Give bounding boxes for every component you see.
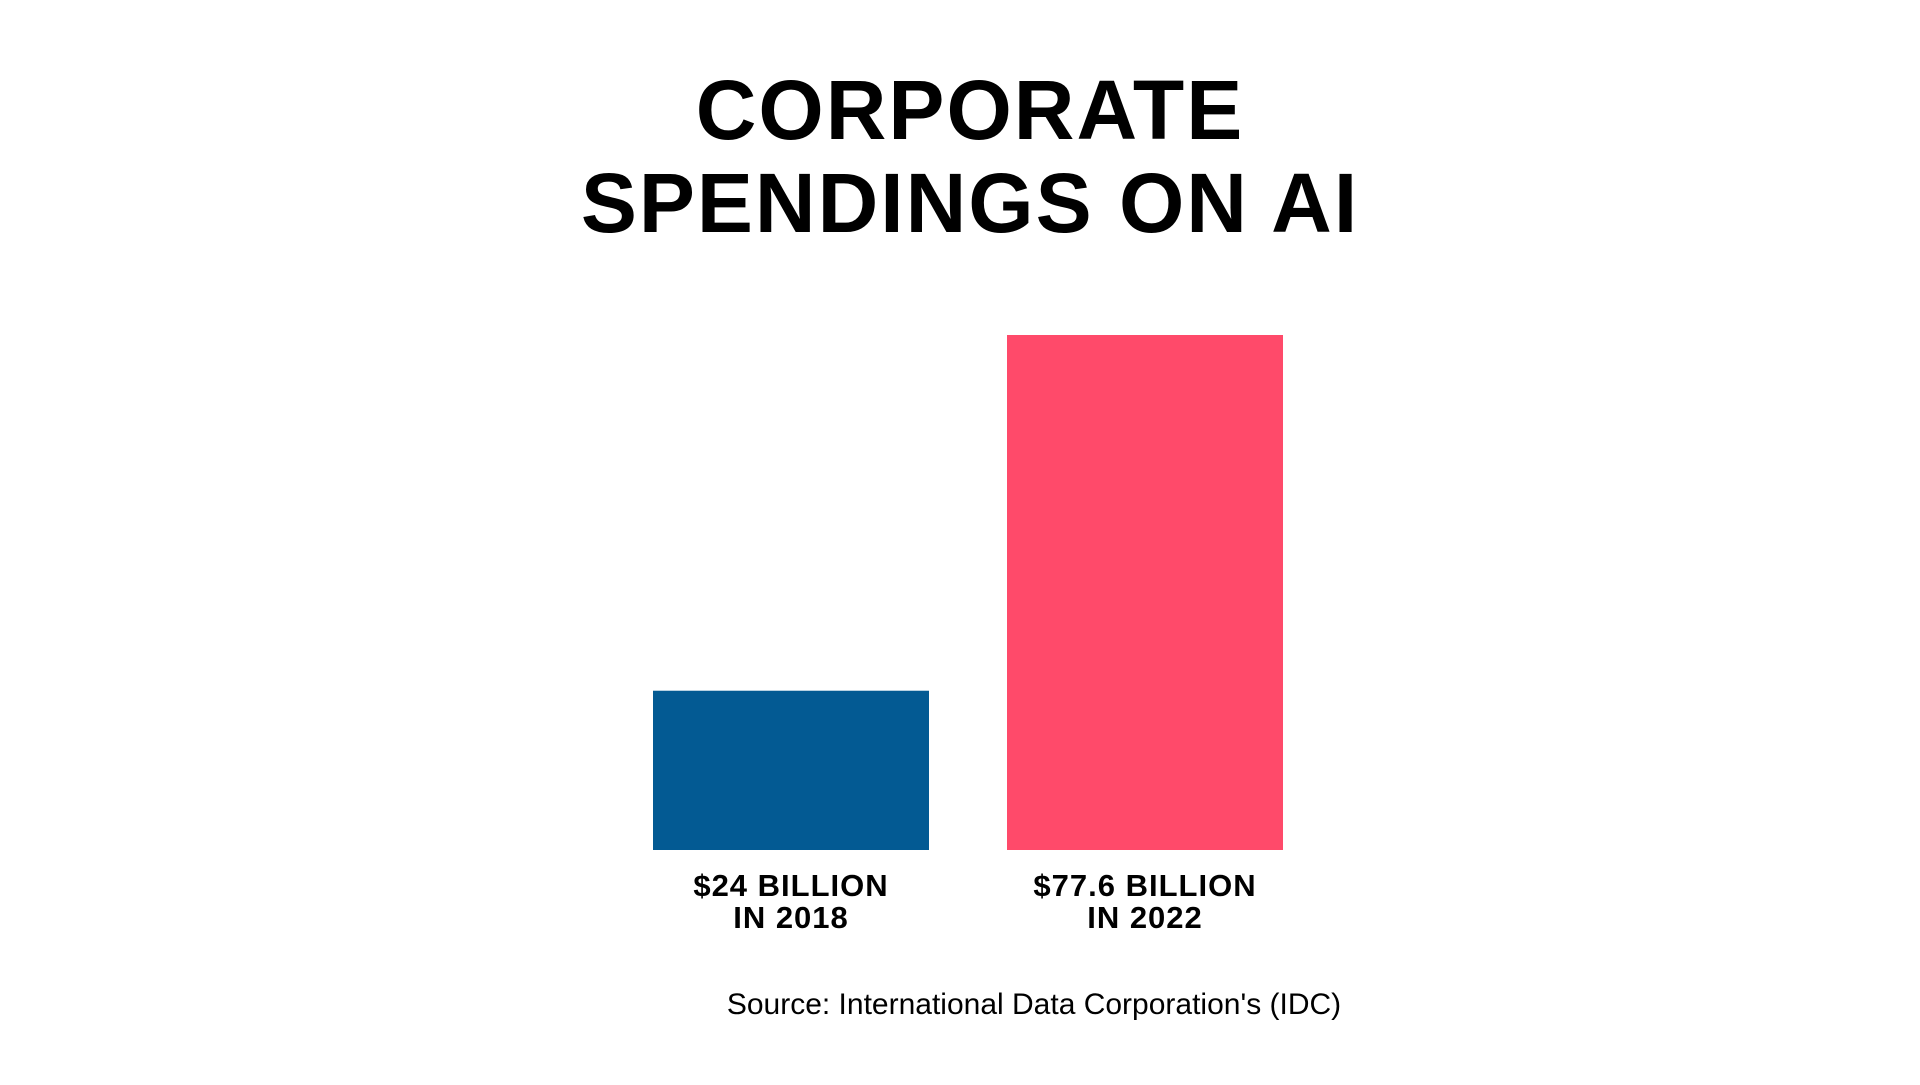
- chart-title: SPENDINGS ON AI: [581, 156, 1359, 250]
- bar: [1007, 335, 1283, 850]
- value-label: $77.6 BILLION: [1033, 868, 1256, 903]
- value-label: $24 BILLION: [693, 868, 888, 903]
- chart-title: CORPORATE: [696, 63, 1244, 157]
- category-label: IN 2018: [733, 900, 849, 935]
- bar: [653, 690, 929, 850]
- source-note: Source: International Data Corporation's…: [727, 988, 1341, 1021]
- category-label: IN 2022: [1087, 900, 1203, 935]
